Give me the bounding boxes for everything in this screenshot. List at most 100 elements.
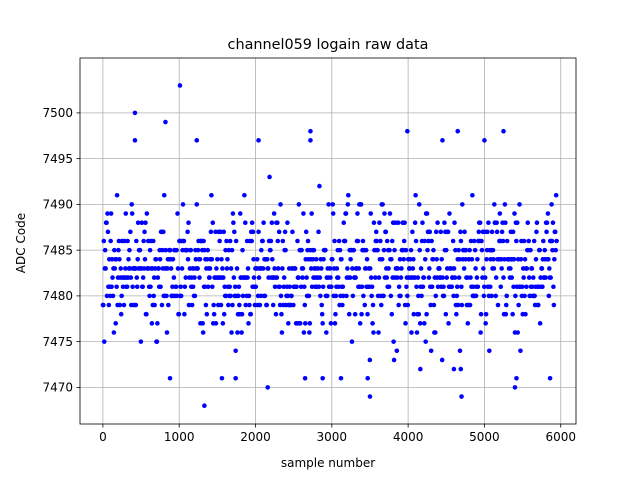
data-point: [486, 220, 491, 225]
data-point: [243, 302, 249, 308]
data-point: [205, 247, 211, 253]
data-point: [553, 192, 559, 198]
data-point: [176, 311, 182, 317]
data-point: [536, 302, 541, 308]
data-point: [313, 257, 319, 262]
data-point: [125, 238, 130, 244]
data-point: [458, 229, 463, 235]
data-point: [440, 275, 445, 280]
data-point: [386, 284, 392, 290]
data-point: [445, 229, 451, 235]
data-point: [236, 284, 242, 290]
data-point: [500, 238, 506, 244]
outlier-point: [451, 366, 457, 372]
data-point: [142, 257, 148, 262]
data-point: [360, 238, 366, 244]
data-point: [357, 321, 363, 326]
data-point: [311, 247, 317, 253]
data-point: [451, 266, 457, 271]
data-point: [476, 229, 482, 235]
data-point: [279, 311, 284, 317]
outlier-point: [501, 128, 506, 134]
data-point: [433, 293, 439, 299]
data-point: [454, 311, 459, 317]
data-point: [534, 220, 540, 225]
data-point: [272, 284, 278, 290]
data-point: [368, 211, 374, 216]
data-point: [227, 238, 233, 244]
data-point: [158, 284, 163, 290]
outlier-point: [265, 385, 271, 390]
data-point: [117, 302, 123, 308]
data-point: [503, 302, 509, 308]
data-point: [551, 284, 556, 290]
data-point: [365, 311, 370, 317]
data-point: [470, 192, 475, 198]
data-point: [231, 229, 237, 235]
data-point: [135, 257, 140, 262]
outlier-point: [194, 138, 200, 143]
data-point: [473, 266, 478, 271]
data-point: [324, 293, 330, 299]
data-point: [457, 348, 463, 354]
data-point: [410, 229, 415, 235]
data-point: [130, 284, 135, 290]
data-point: [473, 293, 479, 299]
data-point: [389, 238, 395, 244]
data-point: [186, 302, 192, 308]
data-point: [428, 348, 434, 354]
data-point: [482, 275, 488, 280]
data-point: [248, 311, 254, 317]
data-point: [456, 275, 462, 280]
data-point: [240, 293, 246, 299]
data-point: [340, 284, 346, 290]
data-point: [524, 284, 529, 290]
data-point: [391, 339, 396, 344]
data-point: [118, 311, 124, 317]
data-point: [173, 284, 179, 290]
data-point: [161, 192, 167, 198]
data-point: [437, 266, 442, 271]
data-point: [247, 302, 252, 308]
data-point: [213, 321, 219, 326]
data-point: [305, 238, 311, 244]
data-point: [465, 275, 470, 280]
data-point: [373, 229, 379, 235]
data-point: [317, 183, 322, 189]
data-point: [481, 284, 487, 290]
data-point: [155, 275, 161, 280]
data-point: [412, 220, 418, 225]
data-point: [523, 311, 528, 317]
data-point: [525, 220, 531, 225]
data-point: [370, 321, 375, 326]
data-point: [463, 257, 468, 262]
outlier-point: [202, 403, 207, 409]
x-tick-label: 6000: [545, 430, 576, 444]
data-point: [242, 192, 247, 198]
data-point: [449, 284, 455, 290]
data-point: [223, 293, 229, 299]
data-point: [309, 284, 315, 290]
data-point: [259, 247, 264, 253]
data-point: [468, 238, 474, 244]
data-point: [512, 211, 517, 216]
data-point: [175, 211, 180, 216]
data-point: [183, 275, 189, 280]
data-point: [383, 229, 389, 235]
data-point: [514, 238, 519, 244]
data-point: [324, 330, 329, 335]
data-point: [269, 220, 275, 225]
data-point: [423, 339, 428, 344]
x-axis-ticks: 0 1000 2000 3000 4000 5000 6000: [99, 424, 576, 444]
data-point: [239, 330, 244, 335]
data-point: [422, 257, 428, 262]
data-point: [124, 284, 130, 290]
data-point: [228, 266, 234, 271]
outlier-point: [458, 366, 464, 372]
data-point: [467, 302, 473, 308]
data-point: [403, 321, 408, 326]
data-point: [462, 229, 467, 235]
data-point: [202, 247, 207, 253]
data-point: [424, 311, 429, 317]
data-point: [410, 266, 416, 271]
